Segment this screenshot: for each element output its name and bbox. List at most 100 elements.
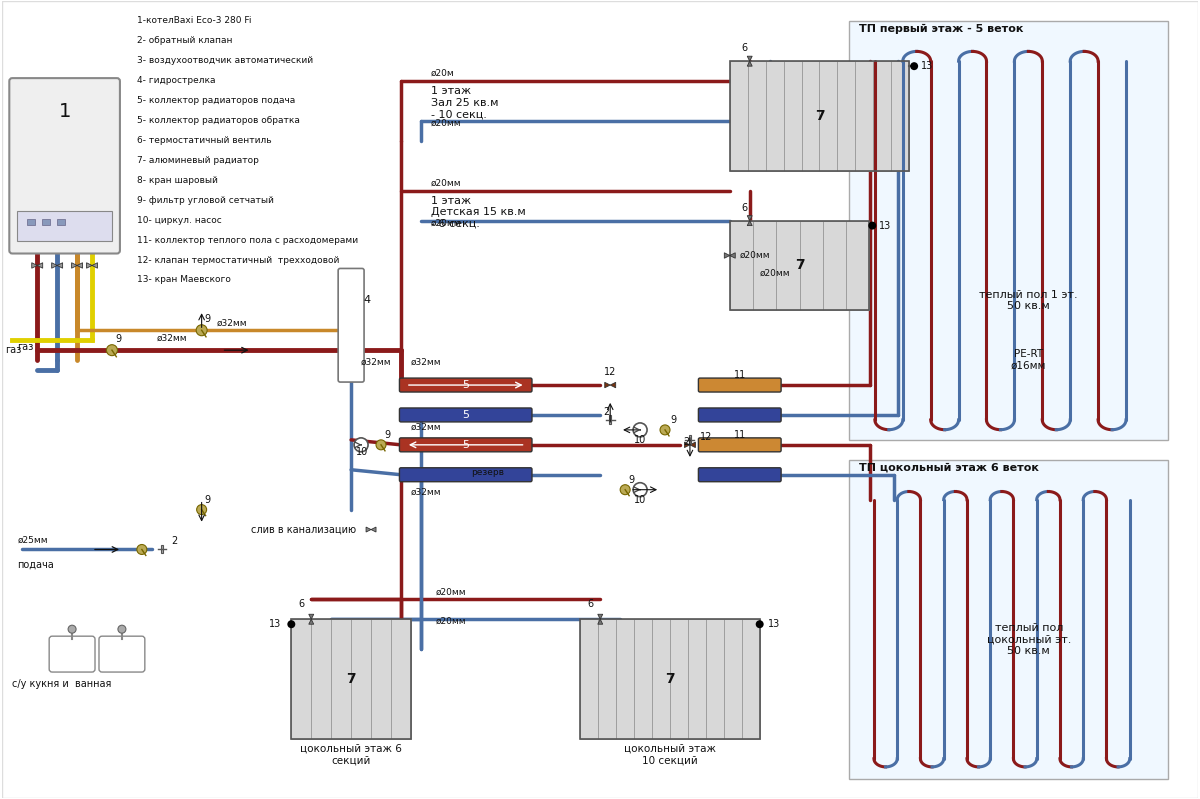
Text: ø20мм: ø20мм <box>436 587 466 596</box>
Bar <box>391 619 410 739</box>
Text: с/у кукня и  ванная: с/у кукня и ванная <box>12 679 112 689</box>
Circle shape <box>376 440 386 450</box>
Text: PE-RT
ø16мм: PE-RT ø16мм <box>1012 349 1046 371</box>
Text: ø32мм: ø32мм <box>156 334 187 344</box>
Circle shape <box>107 344 118 356</box>
Text: резерв: резерв <box>470 467 504 477</box>
Text: 9: 9 <box>115 334 121 344</box>
Bar <box>616 619 634 739</box>
Circle shape <box>634 423 647 437</box>
Polygon shape <box>31 263 37 268</box>
Polygon shape <box>598 619 602 624</box>
Circle shape <box>910 62 918 70</box>
Text: 3- воздухоотводчик автоматический: 3- воздухоотводчик автоматический <box>137 56 313 66</box>
Bar <box>846 221 869 310</box>
Circle shape <box>660 425 670 435</box>
FancyBboxPatch shape <box>10 78 120 253</box>
Text: 10: 10 <box>634 495 647 505</box>
Bar <box>730 221 754 310</box>
Circle shape <box>869 221 876 229</box>
Bar <box>689 435 691 444</box>
Text: 7: 7 <box>347 672 356 686</box>
Text: 1 этаж
Детская 15 кв.м
- 6 секц.: 1 этаж Детская 15 кв.м - 6 секц. <box>431 196 526 229</box>
Bar <box>754 221 776 310</box>
Polygon shape <box>748 216 752 221</box>
Circle shape <box>354 438 368 451</box>
Polygon shape <box>86 263 92 268</box>
Text: 13: 13 <box>922 62 934 71</box>
Bar <box>856 62 874 171</box>
Bar <box>820 62 838 171</box>
Text: 4- гидрострелка: 4- гидрострелка <box>137 76 215 85</box>
Polygon shape <box>37 263 43 268</box>
Text: 10: 10 <box>356 447 368 457</box>
Text: 5: 5 <box>462 380 469 390</box>
Bar <box>892 62 910 171</box>
Text: 13: 13 <box>768 619 780 630</box>
Bar <box>17 211 112 240</box>
Text: 10: 10 <box>634 435 647 445</box>
Circle shape <box>68 625 76 633</box>
Text: 9: 9 <box>205 314 211 324</box>
Text: газ: газ <box>17 342 34 352</box>
Circle shape <box>118 625 126 633</box>
FancyBboxPatch shape <box>98 636 145 672</box>
Circle shape <box>620 485 630 495</box>
Text: 7: 7 <box>815 109 824 123</box>
Bar <box>599 619 616 739</box>
FancyBboxPatch shape <box>698 408 781 422</box>
FancyBboxPatch shape <box>49 636 95 672</box>
Text: 1-котелBaxi Eco-3 280 Fi: 1-котелBaxi Eco-3 280 Fi <box>137 16 251 26</box>
Text: теплый пол
цокольный эт.
50 кв.м: теплый пол цокольный эт. 50 кв.м <box>986 622 1070 656</box>
Text: 1: 1 <box>59 101 71 121</box>
Text: 11: 11 <box>733 370 746 380</box>
Text: 13: 13 <box>269 619 281 630</box>
Text: 6: 6 <box>742 203 748 213</box>
FancyBboxPatch shape <box>400 378 532 392</box>
Bar <box>742 619 760 739</box>
Polygon shape <box>690 442 696 447</box>
FancyBboxPatch shape <box>400 408 532 422</box>
Bar <box>784 62 802 171</box>
Bar <box>28 219 35 225</box>
Text: ø32мм: ø32мм <box>410 487 442 497</box>
Polygon shape <box>58 263 62 268</box>
Polygon shape <box>77 263 83 268</box>
Bar <box>58 219 65 225</box>
Circle shape <box>137 544 146 555</box>
Polygon shape <box>611 382 616 388</box>
FancyBboxPatch shape <box>698 438 781 451</box>
Bar <box>874 62 892 171</box>
Bar <box>748 62 766 171</box>
Text: 2- обратный клапан: 2- обратный клапан <box>137 36 233 46</box>
Text: 2: 2 <box>683 437 689 447</box>
Text: 4: 4 <box>364 296 370 305</box>
FancyBboxPatch shape <box>338 268 364 382</box>
Text: ø20мм: ø20мм <box>431 219 462 228</box>
Polygon shape <box>92 263 97 268</box>
Bar <box>331 619 352 739</box>
Text: 13- кран Маевского: 13- кран Маевского <box>137 276 230 284</box>
Text: цокольный этаж 6
секций: цокольный этаж 6 секций <box>300 744 402 765</box>
Bar <box>724 619 742 739</box>
Text: 6: 6 <box>587 599 593 610</box>
Bar <box>581 619 760 739</box>
Bar <box>766 62 784 171</box>
Polygon shape <box>366 527 371 532</box>
Bar <box>610 415 611 424</box>
Text: газ: газ <box>5 345 22 356</box>
Text: 6: 6 <box>742 43 748 54</box>
Text: подача: подача <box>17 559 54 570</box>
Text: 9: 9 <box>628 475 635 485</box>
Text: ø20м: ø20м <box>431 70 455 78</box>
Bar <box>652 619 670 739</box>
Text: 11- коллектор теплого пола с расходомерами: 11- коллектор теплого пола с расходомера… <box>137 236 358 244</box>
Text: 10- циркул. насос: 10- циркул. насос <box>137 216 222 225</box>
Text: 1 этаж
Зал 25 кв.м
- 10 секц.: 1 этаж Зал 25 кв.м - 10 секц. <box>431 86 498 119</box>
Bar <box>292 619 410 739</box>
Text: ø32мм: ø32мм <box>410 358 442 367</box>
Bar <box>823 221 846 310</box>
Text: ø20мм: ø20мм <box>431 119 462 128</box>
Text: 7: 7 <box>665 672 674 686</box>
Text: 8- кран шаровый: 8- кран шаровый <box>137 176 217 185</box>
